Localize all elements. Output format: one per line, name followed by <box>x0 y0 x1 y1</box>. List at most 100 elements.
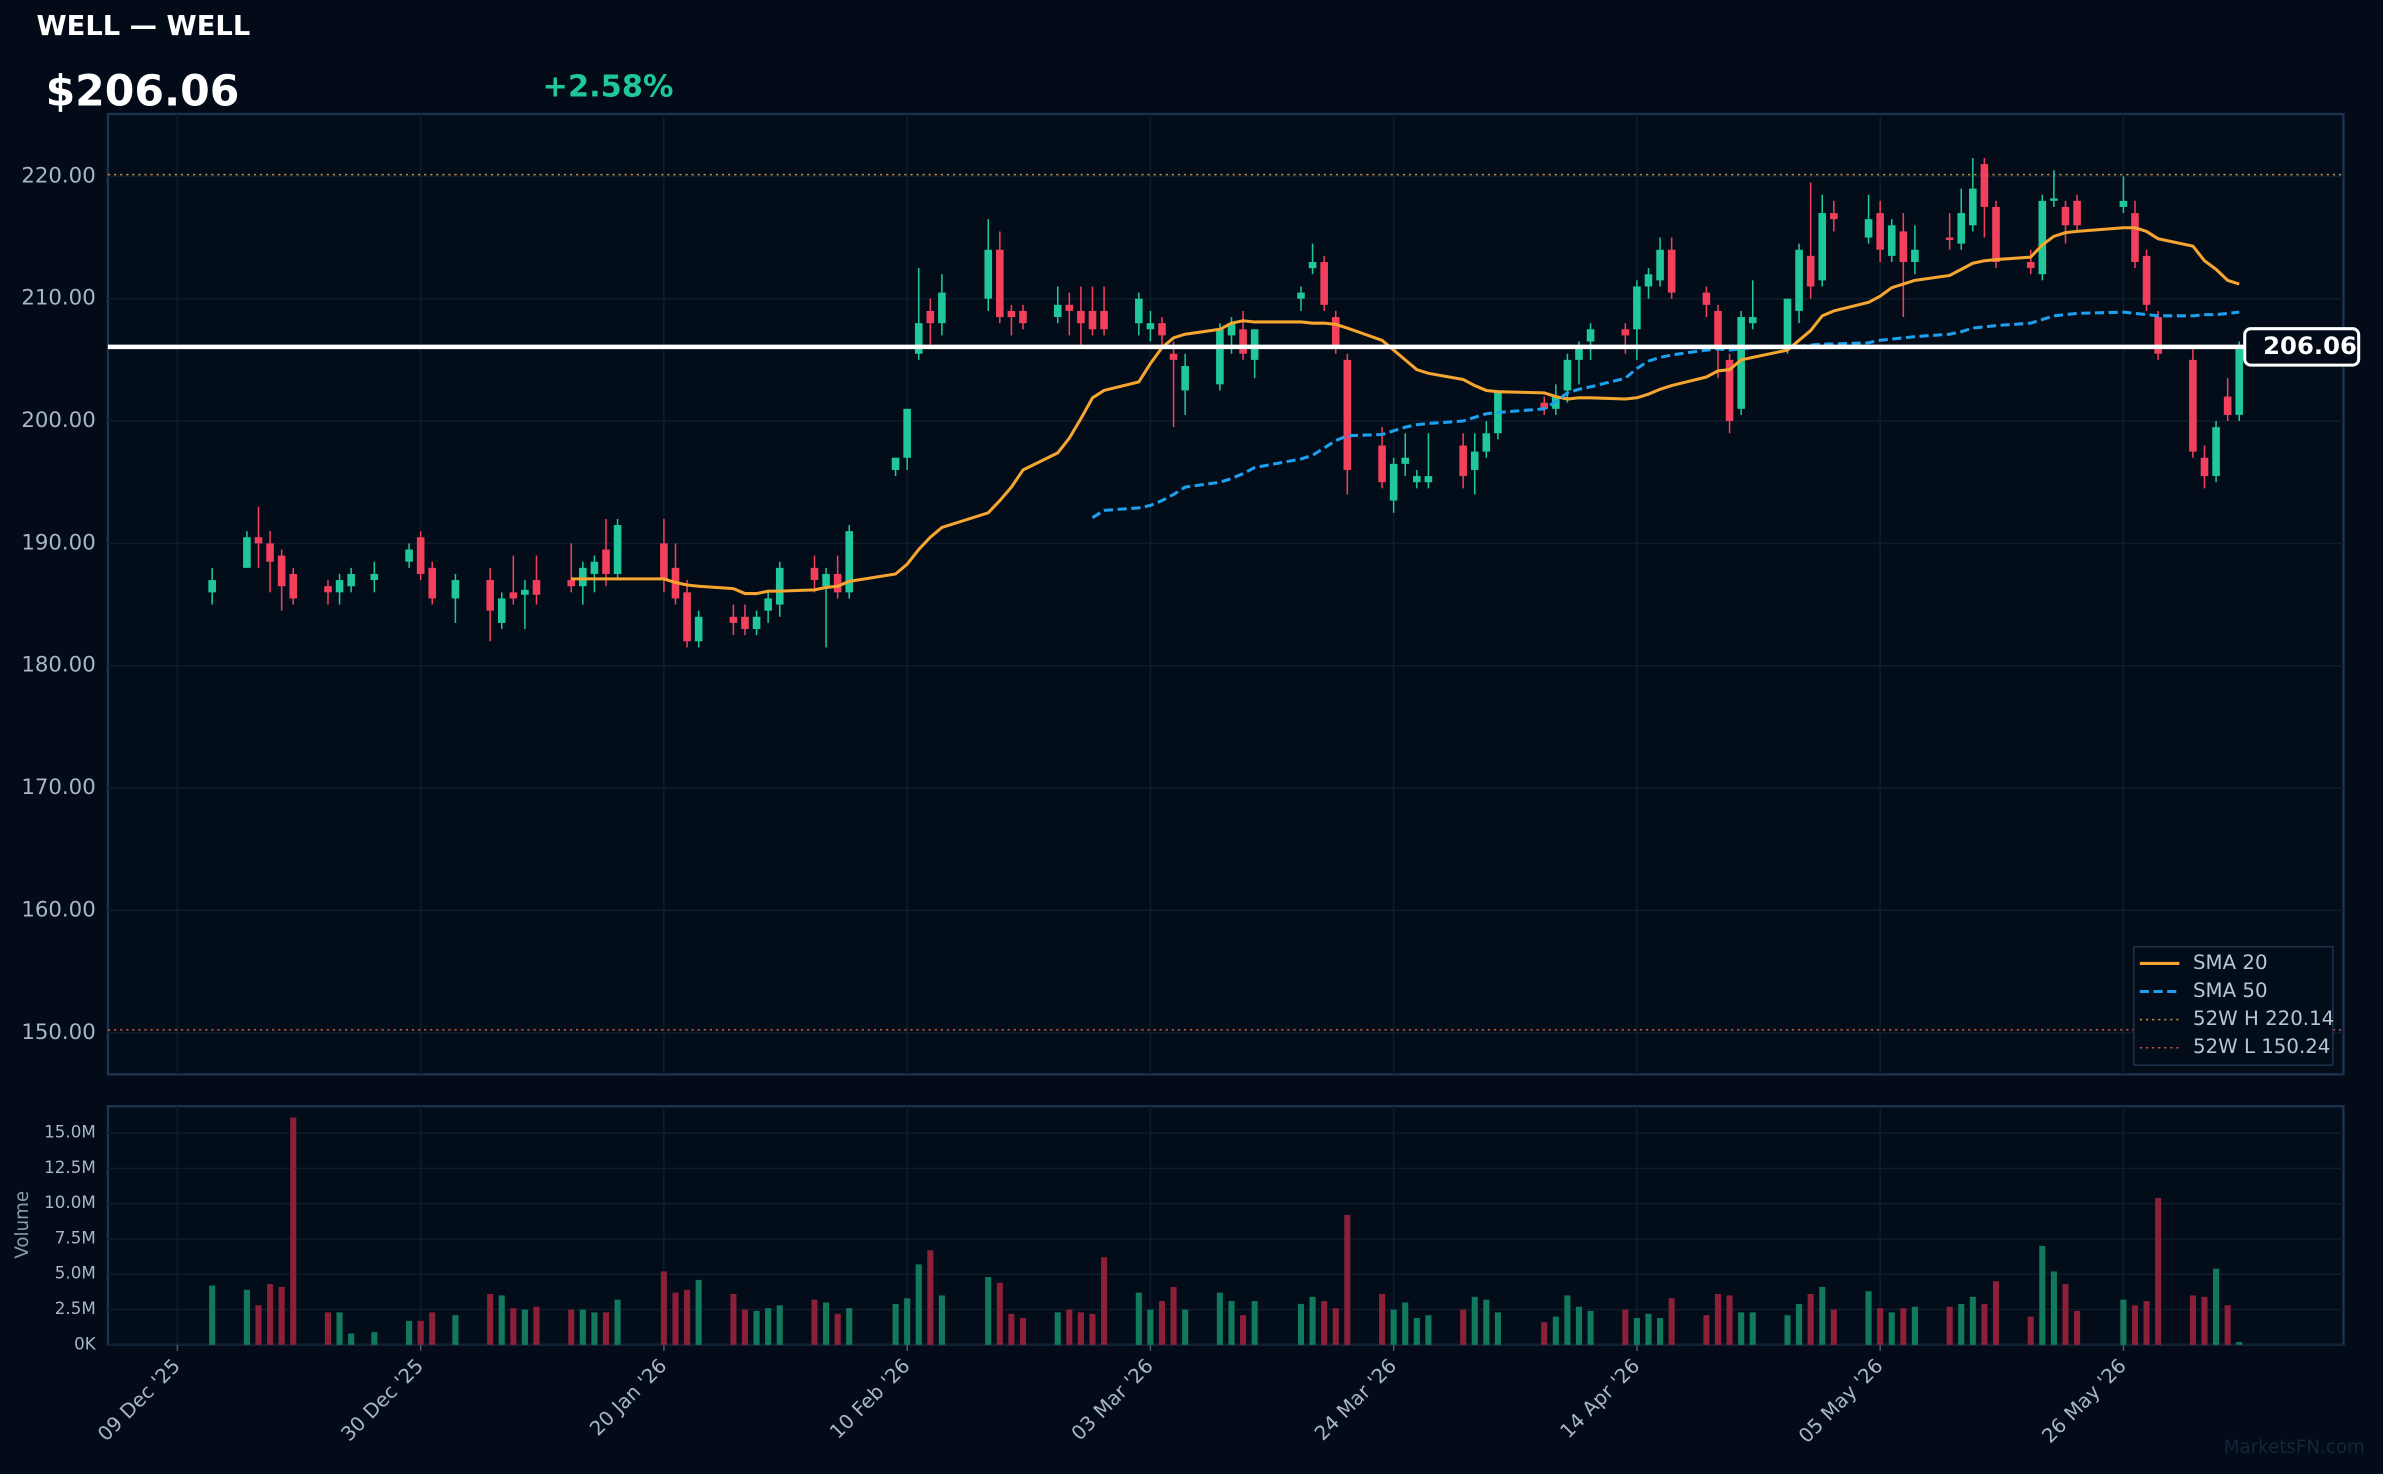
volume-bar <box>1077 1312 1084 1345</box>
volume-bar <box>1425 1315 1432 1345</box>
volume-bar <box>591 1312 598 1345</box>
volume-bar <box>1344 1214 1351 1345</box>
candle-body <box>1992 206 2000 263</box>
volume-bar <box>1587 1310 1594 1345</box>
y-tick-label: 210.00 <box>21 286 95 311</box>
volume-bar <box>2189 1295 2196 1345</box>
volume-bar <box>1541 1322 1548 1345</box>
volume-bar <box>2201 1296 2208 1345</box>
candle-body <box>2026 262 2035 269</box>
volume-bar <box>278 1286 285 1345</box>
legend-label: 52W H 220.14 <box>2193 1007 2334 1030</box>
volume-bar <box>1147 1309 1154 1345</box>
candle-body <box>1065 304 1074 311</box>
candle-body <box>1667 249 1676 293</box>
volume-bar <box>348 1333 355 1345</box>
candle-body <box>2200 457 2209 477</box>
volume-bar <box>1703 1315 1710 1345</box>
candle-body <box>1714 310 1722 348</box>
candle-body <box>938 292 946 324</box>
volume-bar <box>1807 1294 1814 1345</box>
candle-body <box>810 567 819 581</box>
candle-body <box>1969 188 1977 226</box>
volume-bar <box>579 1309 586 1345</box>
volume-bar <box>2027 1316 2034 1345</box>
volume-bar <box>915 1264 922 1345</box>
volume-bar <box>2039 1246 2046 1345</box>
y-tick-label: 0K <box>74 1333 97 1353</box>
candle-body <box>1621 329 1630 336</box>
candle-body <box>2073 200 2081 226</box>
candle-body <box>1644 274 1653 287</box>
volume-bar <box>1321 1301 1328 1345</box>
y-tick-label: 190.00 <box>21 530 95 555</box>
volume-bar <box>1981 1303 1988 1345</box>
candle-body <box>2038 200 2047 275</box>
volume-bar <box>776 1305 783 1345</box>
candle-body <box>833 573 842 593</box>
volume-bar <box>1900 1308 1907 1345</box>
volume-bar <box>1888 1312 1895 1345</box>
candle-body <box>532 580 541 595</box>
candle-body <box>1100 310 1108 330</box>
volume-bar <box>417 1320 424 1345</box>
candle-body <box>208 580 216 593</box>
y-tick-label: 200.00 <box>21 408 95 433</box>
volume-bar <box>2120 1299 2127 1345</box>
volume-bar <box>1958 1303 1965 1345</box>
candle-body <box>845 531 854 593</box>
legend-label: 52W L 150.24 <box>2193 1035 2330 1058</box>
candle-body <box>347 573 355 587</box>
candle-body <box>1575 347 1583 360</box>
candle-body <box>1077 310 1085 324</box>
candle-body <box>2142 255 2151 305</box>
candle-body <box>1308 262 1317 269</box>
y-tick-label: 2.5M <box>55 1298 96 1318</box>
volume-bar <box>498 1295 505 1345</box>
volume-bar <box>1008 1313 1015 1345</box>
volume-bar <box>672 1292 679 1345</box>
candle-body <box>289 573 298 599</box>
candle-body <box>1633 286 1641 330</box>
candle-body <box>579 567 587 587</box>
candle-body <box>1725 359 1734 422</box>
candle-body <box>1470 451 1479 470</box>
volume-bar <box>660 1271 667 1345</box>
candle-body <box>1864 219 1873 238</box>
volume-bar <box>510 1308 517 1345</box>
volume-bar <box>243 1289 250 1345</box>
volume-bar <box>2062 1284 2069 1345</box>
candle-body <box>1459 445 1467 477</box>
candle-body <box>1227 323 1236 336</box>
volume-bar <box>1865 1291 1872 1345</box>
volume-bar <box>1946 1306 1953 1345</box>
candle-body <box>1656 249 1664 281</box>
candle-body <box>243 537 251 568</box>
y-tick-label: 170.00 <box>21 775 95 800</box>
volume-bar <box>336 1312 343 1345</box>
volume-bar <box>406 1320 413 1345</box>
volume-bar <box>1471 1296 1478 1345</box>
volume-bar <box>2074 1310 2081 1345</box>
volume-bar <box>765 1308 772 1345</box>
volume-bar <box>290 1117 297 1345</box>
candle-body <box>984 249 993 299</box>
volume-bar <box>2224 1305 2231 1345</box>
volume-bar <box>371 1332 378 1345</box>
candle-body <box>1818 213 1827 281</box>
volume-bar <box>1240 1315 1247 1345</box>
y-tick-label: 180.00 <box>21 653 95 678</box>
volume-bar <box>1054 1312 1061 1345</box>
candle-body <box>729 616 738 623</box>
volume-bar <box>1819 1286 1826 1345</box>
volume-bar <box>1622 1309 1629 1345</box>
volume-bar <box>568 1309 575 1345</box>
candle-body <box>694 616 703 642</box>
volume-bar <box>1251 1301 1258 1345</box>
legend-label: SMA 50 <box>2193 979 2268 1002</box>
volume-bar <box>1402 1302 1409 1345</box>
candle-body <box>1586 329 1595 342</box>
candle-body <box>1424 476 1433 483</box>
candle-body <box>1482 433 1491 452</box>
volume-bar <box>2236 1342 2243 1345</box>
